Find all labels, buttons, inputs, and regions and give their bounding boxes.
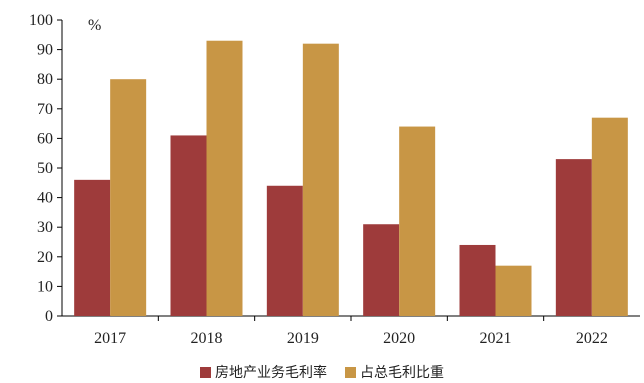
bar-share-of-profit bbox=[110, 79, 147, 316]
y-tick-label: 30 bbox=[37, 219, 53, 236]
y-tick-label: 70 bbox=[37, 101, 53, 118]
y-tick-label: 100 bbox=[29, 12, 53, 29]
legend-swatch-gross-margin bbox=[200, 366, 211, 378]
legend: 房地产业务毛利率 占总毛利比重 bbox=[0, 362, 644, 382]
bar-gross-margin bbox=[266, 185, 303, 316]
x-tick-label: 2019 bbox=[287, 330, 319, 347]
y-tick-label: 20 bbox=[37, 249, 53, 266]
bar-share-of-profit bbox=[399, 126, 436, 316]
y-tick-label: 50 bbox=[37, 160, 53, 177]
bar-gross-margin bbox=[363, 224, 400, 316]
y-tick-label: 60 bbox=[37, 130, 53, 147]
x-tick-label: 2018 bbox=[191, 330, 223, 347]
x-tick-label: 2022 bbox=[576, 330, 608, 347]
bar-gross-margin bbox=[170, 135, 207, 316]
x-tick-label: 2020 bbox=[383, 330, 415, 347]
x-axis: 2017 2018 2019 2020 2021 2022 bbox=[62, 315, 640, 347]
bar-gross-margin bbox=[74, 179, 111, 316]
bar-share-of-profit bbox=[206, 40, 243, 316]
legend-label-gross-margin: 房地产业务毛利率 bbox=[215, 365, 327, 381]
bar-gross-margin bbox=[459, 244, 496, 316]
legend-label-share-of-profit: 占总毛利比重 bbox=[360, 365, 444, 381]
bar-gross-margin bbox=[555, 159, 592, 316]
y-tick-label: 40 bbox=[37, 190, 53, 207]
y-axis: 0 10 20 30 40 50 60 70 80 90 100 bbox=[29, 12, 63, 325]
bars bbox=[74, 40, 628, 317]
legend-swatch-share-of-profit bbox=[345, 366, 356, 378]
y-tick-label: 0 bbox=[45, 308, 53, 325]
legend-item-gross-margin: 房地产业务毛利率 bbox=[200, 362, 327, 382]
y-tick-label: 10 bbox=[37, 278, 53, 295]
legend-item-share-of-profit: 占总毛利比重 bbox=[345, 362, 444, 382]
bar-share-of-profit bbox=[495, 265, 532, 316]
x-tick-label: 2021 bbox=[480, 330, 512, 347]
y-tick-label: 90 bbox=[37, 42, 53, 59]
x-tick-label: 2017 bbox=[94, 330, 126, 347]
bar-share-of-profit bbox=[591, 117, 628, 317]
y-tick-label: 80 bbox=[37, 71, 53, 88]
y-axis-unit: % bbox=[88, 17, 101, 34]
bar-share-of-profit bbox=[302, 43, 339, 317]
